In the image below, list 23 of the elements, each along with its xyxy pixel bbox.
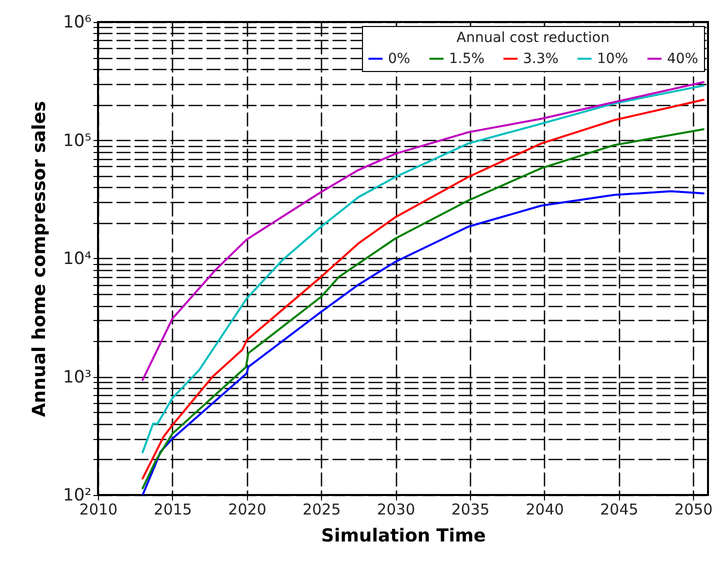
legend-title: Annual cost reduction [456, 30, 610, 46]
x-axis-title: Simulation Time [321, 526, 486, 546]
x-tick-label: 2045 [600, 500, 638, 518]
x-tick-label: 2040 [526, 500, 564, 518]
x-tick-label: 2015 [154, 500, 192, 518]
y-tick-label: 10⁵ [63, 130, 92, 151]
legend-label: 3.3% [523, 50, 559, 67]
y-tick-label: 10⁶ [63, 12, 92, 32]
x-tick-label: 2050 [674, 500, 713, 518]
legend-label: 40% [667, 50, 698, 67]
line-series [142, 190, 705, 495]
legend-label: 10% [597, 50, 628, 67]
legend-label: 0% [388, 50, 410, 67]
x-tick-label: 2030 [376, 500, 416, 518]
x-tick-label: 2025 [302, 500, 341, 518]
legend-label: 1.5% [449, 50, 485, 67]
y-tick-label: 10³ [63, 367, 92, 388]
y-tick-label: 10⁴ [63, 249, 92, 269]
x-tick-label: 2035 [451, 500, 490, 518]
y-axis-title: Annual home compressor sales [29, 100, 50, 418]
line-series [142, 81, 705, 381]
x-tick-label: 2020 [228, 500, 266, 518]
x-tick-label: 2010 [79, 500, 118, 518]
